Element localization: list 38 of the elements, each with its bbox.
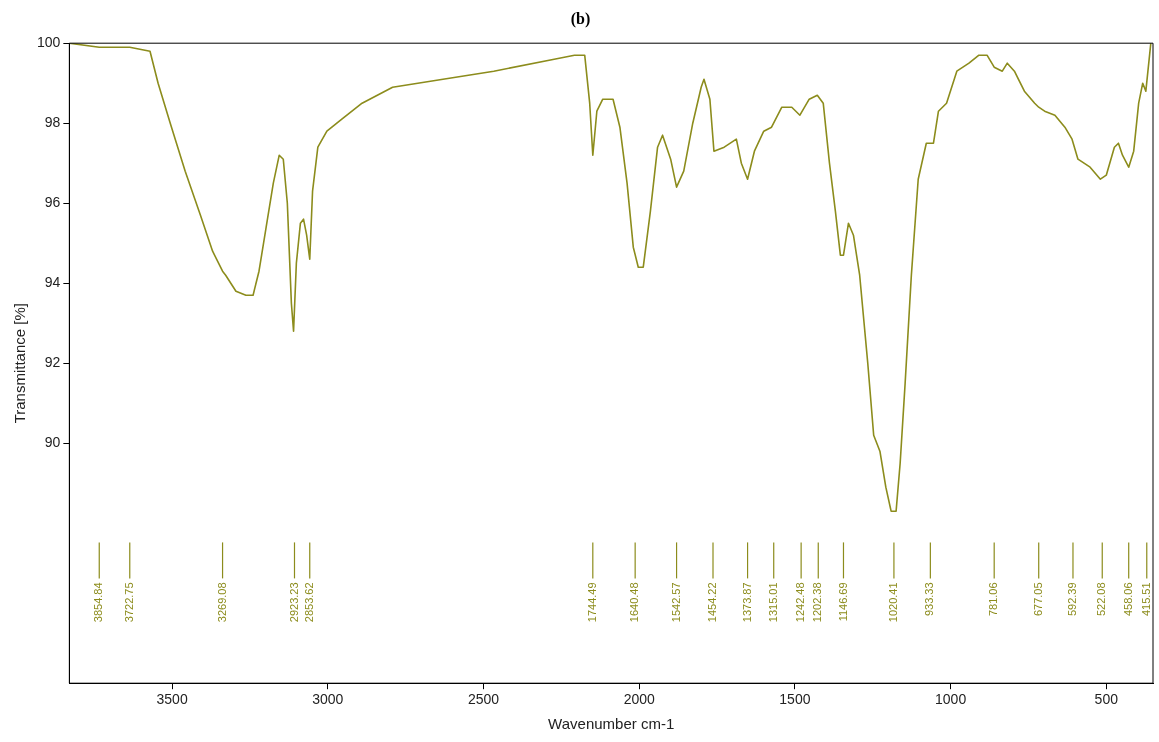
annotation: 415.51 xyxy=(1139,582,1152,617)
y-tick-label: 92 xyxy=(44,354,61,371)
x-tick-label: 3000 xyxy=(312,691,344,708)
annotation: 781.06 xyxy=(987,582,1000,617)
chart-title: (b) xyxy=(570,9,591,28)
x-tick-label: 2500 xyxy=(467,691,500,708)
annotation: 1242.48 xyxy=(794,582,807,623)
annotation: 522.08 xyxy=(1095,582,1108,617)
annotation: 2853.62 xyxy=(302,582,315,623)
annotation: 2923.23 xyxy=(287,582,300,623)
annotation: 3854.84 xyxy=(92,582,105,623)
y-axis-title: Transmittance [%] xyxy=(11,303,29,424)
annotation: 1020.41 xyxy=(886,582,899,623)
y-tick-label: 94 xyxy=(44,274,61,291)
y-tick-label: 98 xyxy=(44,114,61,131)
annotation: 1202.38 xyxy=(811,582,824,623)
annotation: 1373.87 xyxy=(740,582,753,623)
annotation: 1640.48 xyxy=(628,582,641,623)
annotation: 3269.08 xyxy=(215,582,228,623)
x-tick-label: 1000 xyxy=(935,691,967,708)
annotation: 1146.69 xyxy=(836,582,849,622)
annotation: 1744.49 xyxy=(585,582,598,623)
y-tick-label: 100 xyxy=(37,34,61,51)
y-tick-label: 90 xyxy=(44,434,61,451)
x-tick-label: 2000 xyxy=(623,691,655,708)
x-tick-label: 500 xyxy=(1094,691,1119,708)
annotation: 1454.22 xyxy=(706,582,719,623)
x-axis-title: Wavenumber cm-1 xyxy=(548,715,675,733)
x-tick-label: 3500 xyxy=(156,691,188,708)
annotation: 1315.01 xyxy=(766,582,779,623)
annotation: 3722.75 xyxy=(122,582,135,623)
annotation: 677.05 xyxy=(1031,582,1044,617)
annotation: 933.33 xyxy=(923,582,936,617)
x-tick-label: 1500 xyxy=(779,691,811,708)
y-tick-label: 96 xyxy=(44,194,61,211)
annotation: 1542.57 xyxy=(669,582,682,623)
annotation: 458.06 xyxy=(1121,582,1134,617)
annotation: 592.39 xyxy=(1066,582,1078,617)
